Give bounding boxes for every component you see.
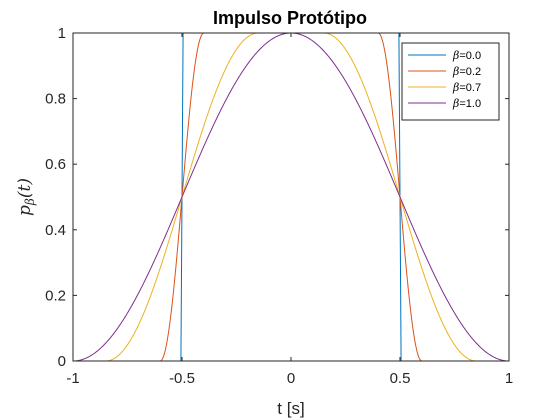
x-tick-label: 1 (505, 370, 513, 387)
legend-label-0: β=0.0 (452, 49, 481, 62)
y-tick-label: 0.4 (45, 222, 66, 239)
x-tick-label: 0 (287, 370, 295, 387)
legend: β=0.0 β=0.2 β=0.7 β=1.0 (402, 43, 499, 120)
y-tick-label: 0.8 (45, 91, 66, 108)
x-axis-label: t [s] (277, 399, 304, 418)
y-axis-label-arg: (t) (15, 178, 35, 198)
y-tick-label: 1 (58, 25, 66, 42)
chart-title: Impulso Protótipo (213, 8, 367, 28)
legend-label-2: β=0.7 (452, 81, 481, 94)
legend-label-1: β=0.2 (452, 65, 481, 78)
y-tick-label: 0.2 (45, 287, 66, 304)
y-tick-label: 0 (58, 353, 66, 370)
y-axis-label-main: p (15, 205, 35, 216)
legend-label-3: β=1.0 (452, 97, 481, 110)
y-axis-label-sub: β (23, 198, 37, 206)
y-axis-label: pβ(t) (15, 178, 37, 216)
y-tick-label: 0.6 (45, 156, 66, 173)
x-tick-label: -1 (66, 370, 79, 387)
x-tick-label: -0.5 (169, 370, 195, 387)
x-tick-label: 0.5 (390, 370, 411, 387)
